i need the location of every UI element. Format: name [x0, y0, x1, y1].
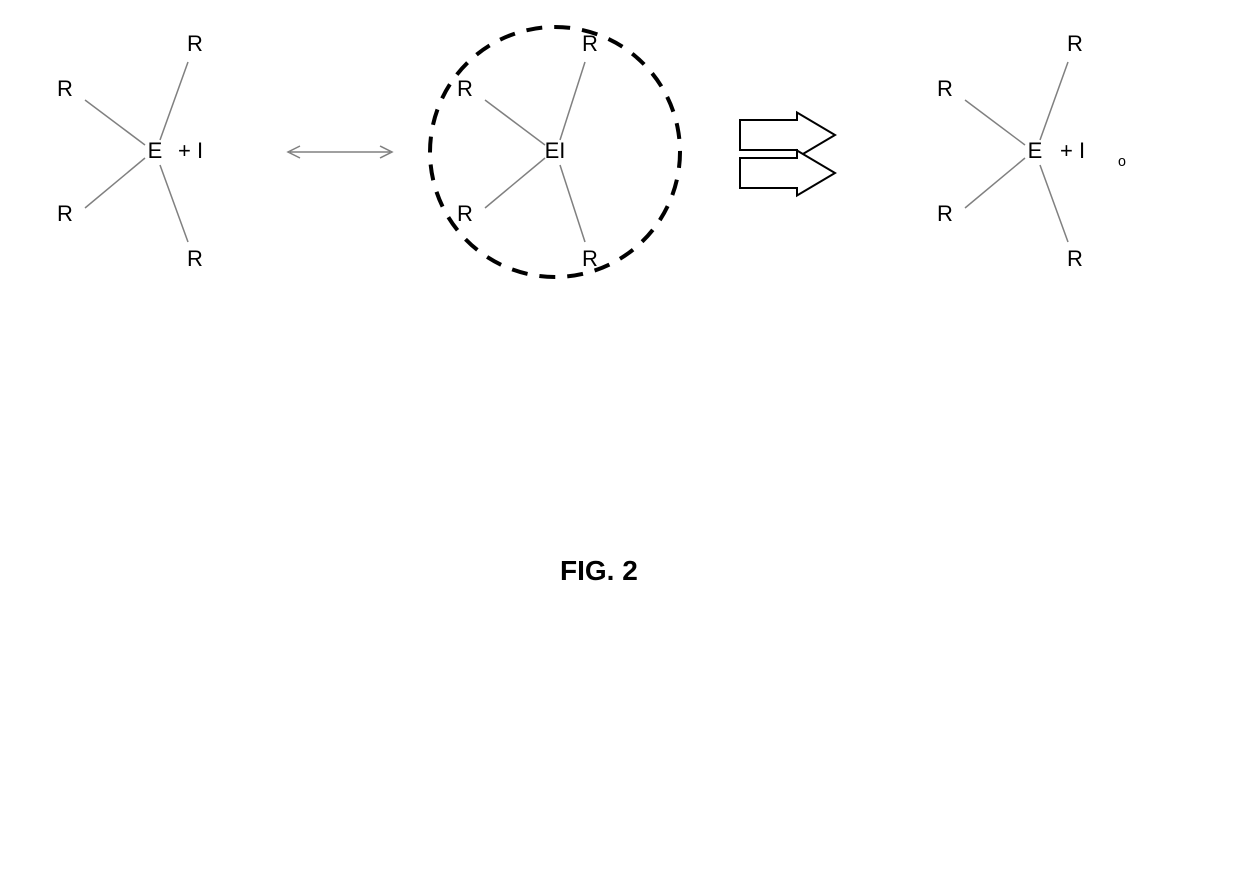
svg-text:+ I: + I [1060, 138, 1085, 163]
svg-text:E: E [1028, 138, 1043, 163]
svg-text:R: R [937, 201, 953, 226]
figure-label: FIG. 2 [560, 555, 638, 587]
svg-text:EI: EI [545, 138, 566, 163]
svg-text:R: R [457, 76, 473, 101]
diagram-container: R R R R E + I R R R R EI R R R R E + I o FIG. 2 [0, 0, 1240, 887]
svg-text:o: o [1118, 154, 1126, 170]
svg-text:R: R [1067, 246, 1083, 271]
svg-text:R: R [57, 76, 73, 101]
svg-text:R: R [582, 246, 598, 271]
svg-text:R: R [937, 76, 953, 101]
svg-text:+ I: + I [178, 138, 203, 163]
svg-text:R: R [57, 201, 73, 226]
svg-text:R: R [457, 201, 473, 226]
svg-text:R: R [187, 31, 203, 56]
svg-text:E: E [148, 138, 163, 163]
svg-text:R: R [187, 246, 203, 271]
reaction-diagram-svg: R R R R E + I R R R R EI R R R R E + I o [0, 0, 1240, 380]
svg-text:R: R [582, 31, 598, 56]
svg-text:R: R [1067, 31, 1083, 56]
